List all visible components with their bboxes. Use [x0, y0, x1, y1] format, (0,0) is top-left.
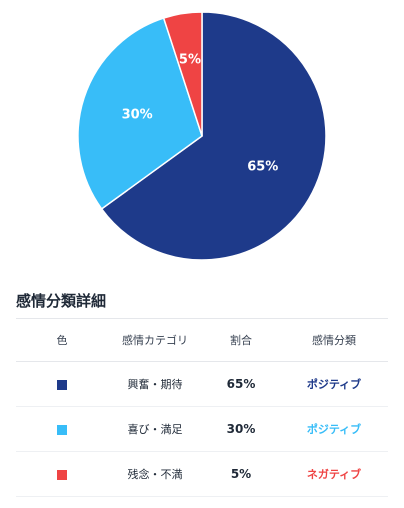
pie-slice	[162, 11, 203, 137]
header-category: 感情カテゴリ	[108, 318, 202, 362]
color-swatch	[57, 469, 67, 480]
row-ratio: 30%	[202, 406, 280, 452]
table-title: 感情分類詳細	[16, 292, 107, 310]
row-classification: ネガティブ	[280, 451, 388, 497]
row-color-cell	[16, 406, 108, 452]
row-color-cell	[16, 451, 108, 497]
row-ratio: 65%	[202, 361, 280, 407]
table-row: 興奮・期待 65% ポジティブ	[16, 361, 388, 407]
table-row: 残念・不満 5% ネガティブ	[16, 451, 388, 497]
row-classification: ポジティブ	[280, 361, 388, 407]
pie-slice-label: 5%	[179, 53, 201, 68]
pie-svg: 65% 30% 5%	[77, 11, 327, 261]
table-header-row: 色 感情カテゴリ 割合 感情分類	[16, 318, 388, 362]
pie-slice	[77, 17, 203, 210]
row-category: 喜び・満足	[108, 406, 202, 452]
emotion-table: 色 感情カテゴリ 割合 感情分類 興奮・期待 65% ポジティブ 喜び・満足 3…	[16, 318, 388, 497]
row-category: 残念・不満	[108, 451, 202, 497]
color-swatch	[57, 424, 67, 435]
header-ratio: 割合	[202, 318, 280, 362]
pie-chart: 65% 30% 5%	[77, 11, 327, 261]
header-classification: 感情分類	[280, 318, 388, 362]
pie-slice	[100, 11, 327, 261]
row-ratio: 5%	[202, 451, 280, 497]
row-classification: ポジティブ	[280, 406, 388, 452]
header-color: 色	[16, 318, 108, 362]
pie-slice-label: 65%	[247, 159, 278, 174]
pie-slice-label: 30%	[122, 107, 153, 122]
color-swatch	[57, 379, 67, 390]
row-category: 興奮・期待	[108, 361, 202, 407]
row-color-cell	[16, 361, 108, 407]
table-row: 喜び・満足 30% ポジティブ	[16, 406, 388, 452]
